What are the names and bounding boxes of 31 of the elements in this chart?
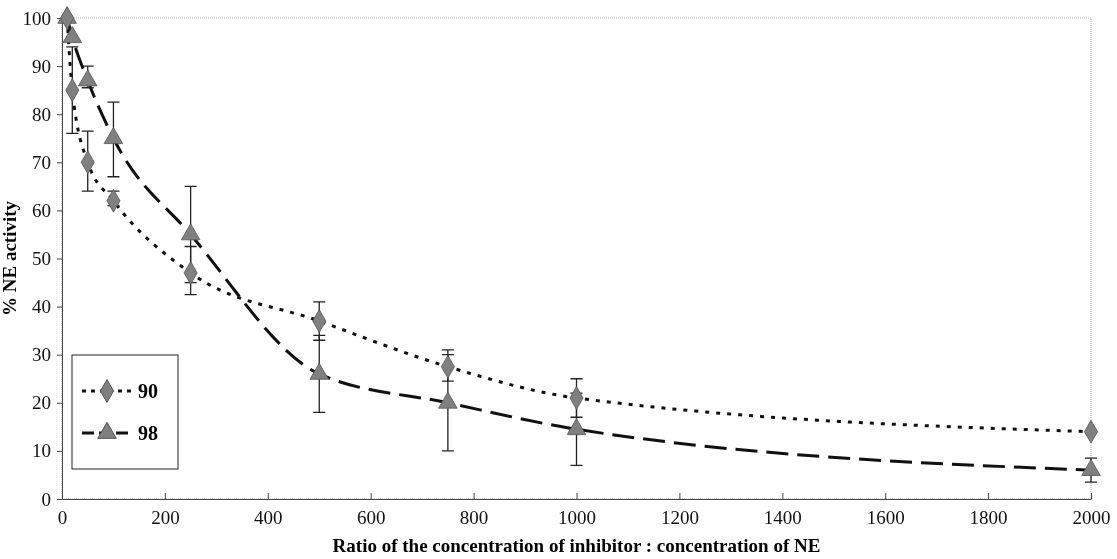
x-tick-label: 1200 (660, 507, 699, 529)
y-tick-label: 20 (32, 392, 51, 414)
y-tick-label: 0 (41, 488, 51, 510)
y-tick-label: 90 (32, 55, 51, 77)
y-tick-label: 70 (32, 151, 51, 173)
x-tick-label: 600 (356, 507, 386, 529)
point (566, 418, 587, 436)
x-tick-label: 2000 (1072, 507, 1111, 529)
x-tick-label: 1000 (558, 507, 596, 529)
y-tick-label: 10 (32, 440, 51, 462)
y-tick-label: 60 (32, 199, 51, 221)
x-axis-title: Ratio of the concentration of inhibitor : concentration of NE (332, 535, 821, 556)
x-tick-label: 1400 (763, 507, 802, 529)
x-tick-label: 200 (151, 507, 180, 529)
y-tick-label: 50 (32, 248, 51, 270)
y-tick-label: 80 (32, 103, 51, 125)
legend-label: 98 (138, 422, 158, 444)
x-tick-label: 1600 (866, 507, 905, 529)
point (103, 127, 124, 145)
x-tick-label: 0 (57, 507, 68, 529)
y-tick-label: 30 (32, 344, 51, 366)
y-axis-title: % NE activity (0, 200, 20, 317)
point (180, 223, 201, 241)
point (78, 69, 98, 87)
y-tick-label: 40 (32, 296, 51, 318)
x-tick-label: 1800 (969, 507, 1008, 529)
point (62, 26, 82, 44)
y-tick-label: 100 (22, 7, 51, 29)
x-tick-label: 800 (459, 507, 489, 529)
legend-label: 90 (138, 380, 158, 402)
x-tick-label: 400 (254, 507, 283, 529)
